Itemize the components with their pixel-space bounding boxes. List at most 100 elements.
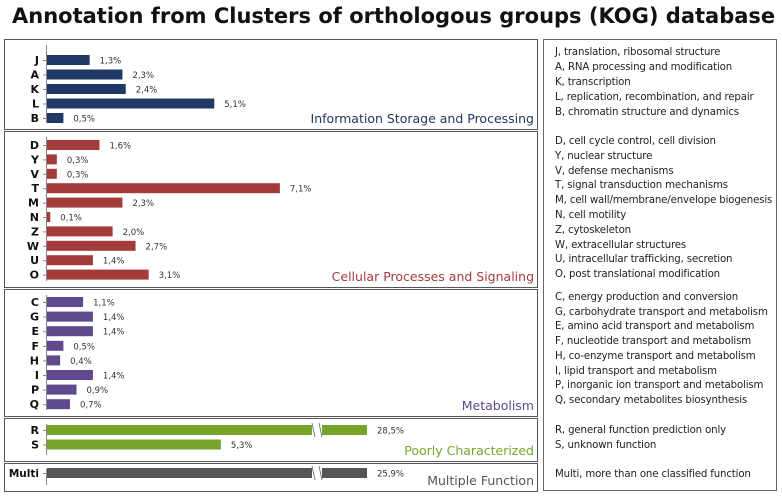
bar-n: [47, 212, 51, 222]
legend-item-l: L, replication, recombination, and repai…: [555, 92, 754, 103]
value-label-w: 2,7%: [146, 242, 168, 252]
legend-item-o: O, post translational modification: [555, 269, 720, 281]
category-label-n: N: [30, 211, 39, 224]
bar-q: [47, 399, 70, 410]
legend-item-f: F, nucleotide transport and metabolism: [555, 336, 752, 348]
value-label-u: 1,4%: [103, 257, 125, 267]
legend-item-a: A, RNA processing and modification: [555, 62, 733, 73]
bar-f: [47, 340, 64, 351]
group-panel: [4, 463, 538, 492]
category-label-p: P: [31, 384, 39, 397]
category-label-z: Z: [31, 225, 39, 238]
bar-multi-tail: [322, 468, 367, 478]
legend-item-h: H, co-enzyme transport and metabolism: [555, 350, 756, 362]
value-label-o: 3,1%: [159, 271, 181, 281]
axis-break-mark: [318, 465, 323, 481]
value-label-n: 0,1%: [60, 214, 82, 224]
value-label-a: 2,3%: [132, 71, 154, 81]
category-label-b: B: [31, 112, 39, 125]
value-label-b: 0,5%: [73, 115, 95, 125]
value-label-j: 1,3%: [100, 57, 122, 67]
value-label-d: 1,6%: [109, 142, 131, 152]
value-label-k: 2,4%: [136, 86, 158, 96]
legend-item-j: J, translation, ribosomal structure: [555, 47, 721, 58]
legend-item-z: Z, cytoskeleton: [555, 224, 631, 236]
category-label-g: G: [30, 311, 39, 324]
bar-k: [47, 84, 126, 94]
group-panel: [4, 418, 538, 462]
bar-s: [47, 439, 221, 450]
legend-item-m: M, cell wall/membrane/envelope biogenesi…: [555, 195, 773, 207]
value-label-h: 0,4%: [70, 357, 92, 367]
legend-item-g: G, carbohydrate transport and metabolism: [555, 306, 768, 318]
category-label-l: L: [32, 98, 39, 111]
bar-b: [47, 113, 64, 123]
category-label-a: A: [30, 69, 39, 82]
value-label-multi: 25,9%: [377, 470, 404, 480]
bar-w: [47, 240, 136, 251]
category-label-multi: Multi: [9, 468, 39, 480]
axis-break-mark: [318, 422, 323, 438]
group-panel: [4, 39, 538, 130]
bar-o: [47, 269, 149, 280]
value-label-z: 2,0%: [123, 228, 145, 238]
bar-t: [47, 183, 280, 194]
legend-box: [543, 39, 777, 491]
value-label-t: 7,1%: [290, 185, 312, 195]
category-label-k: K: [30, 83, 39, 96]
category-label-o: O: [30, 269, 39, 282]
legend-item-multi: Multi, more than one classified function: [555, 469, 751, 480]
legend-item-e: E, amino acid transport and metabolism: [555, 321, 755, 333]
bar-c: [47, 297, 84, 307]
category-label-h: H: [30, 354, 39, 367]
value-label-l: 5,1%: [224, 100, 246, 110]
legend-item-s: S, unknown function: [555, 440, 657, 451]
group-title-1: Cellular Processes and Signaling: [332, 269, 534, 284]
category-label-v: V: [30, 168, 39, 181]
bar-l: [47, 98, 215, 109]
legend-item-i: I, lipid transport and metabolism: [555, 365, 717, 377]
value-label-m: 2,3%: [132, 199, 154, 209]
bar-multi: [47, 468, 312, 478]
legend-item-k: K, transcription: [555, 77, 631, 88]
value-label-q: 0,7%: [80, 401, 102, 411]
category-label-j: J: [34, 54, 39, 67]
group-title-3: Poorly Characterized: [404, 443, 534, 458]
axis-break-mark: [311, 422, 316, 438]
category-label-r: R: [31, 424, 40, 437]
bar-g: [47, 311, 93, 322]
group-panel: [4, 289, 538, 417]
value-label-r: 28,5%: [377, 427, 404, 437]
bar-m: [47, 197, 123, 208]
bar-e: [47, 326, 93, 337]
legend-item-w: W, extracellular structures: [555, 239, 687, 251]
group-title-0: Information Storage and Processing: [311, 111, 534, 126]
bar-h: [47, 355, 61, 366]
legend-item-t: T, signal transduction mechanisms: [555, 180, 728, 192]
value-label-s: 5,3%: [231, 441, 253, 451]
bar-u: [47, 255, 93, 266]
category-label-i: I: [35, 369, 39, 382]
bar-r-tail: [322, 425, 367, 435]
bar-a: [47, 69, 123, 80]
category-label-f: F: [31, 340, 39, 353]
value-label-v: 0,3%: [67, 170, 89, 180]
value-label-g: 1,4%: [103, 313, 125, 323]
value-label-y: 0,3%: [67, 156, 89, 166]
category-label-w: W: [27, 240, 39, 253]
bar-z: [47, 226, 113, 237]
category-label-e: E: [31, 325, 39, 338]
category-label-y: Y: [30, 153, 40, 166]
legend-item-p: P, inorganic ion transport and metabolis…: [555, 380, 764, 392]
legend-item-d: D, cell cycle control, cell division: [555, 136, 716, 147]
value-label-e: 1,4%: [103, 328, 125, 338]
bar-y: [47, 154, 57, 165]
value-label-p: 0,9%: [87, 386, 109, 396]
category-label-d: D: [30, 139, 39, 152]
category-label-u: U: [30, 254, 39, 267]
group-title-2: Metabolism: [462, 398, 534, 413]
bar-i: [47, 370, 93, 380]
legend-item-n: N, cell motility: [555, 210, 627, 221]
group-panel: [4, 131, 538, 288]
